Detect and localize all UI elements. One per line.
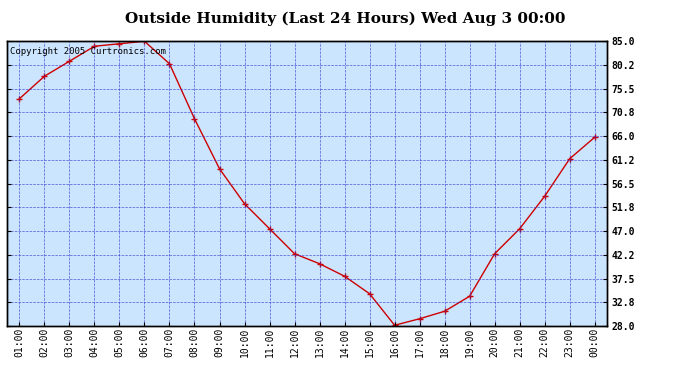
Text: Copyright 2005 Curtronics.com: Copyright 2005 Curtronics.com bbox=[10, 47, 166, 56]
Text: Outside Humidity (Last 24 Hours) Wed Aug 3 00:00: Outside Humidity (Last 24 Hours) Wed Aug… bbox=[125, 11, 565, 26]
